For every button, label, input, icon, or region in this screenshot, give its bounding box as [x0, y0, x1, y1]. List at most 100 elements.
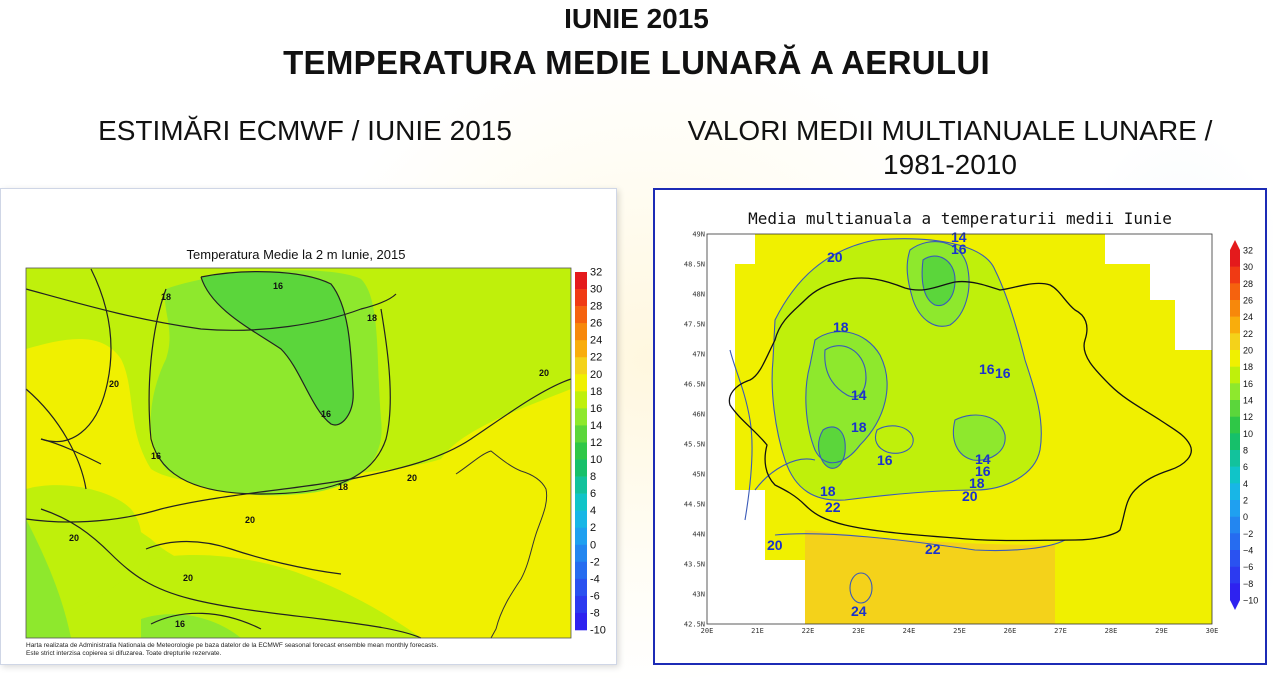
colorbar-tick-label: 0 [1243, 512, 1248, 522]
y-tick-label: 43.5N [684, 561, 705, 569]
ecmwf-map-title: Temperatura Medie la 2 m Iunie, 2015 [187, 247, 406, 262]
y-tick-label: 46.5N [684, 381, 705, 389]
isotherm-16-north [906, 241, 970, 327]
colorbar-tick-label: 32 [590, 267, 602, 279]
colorbar-tick-label: -8 [590, 607, 600, 619]
contour-label: 16 [175, 619, 185, 629]
x-tick-label: 20E [701, 627, 714, 635]
colorbar-swatch [1230, 583, 1240, 601]
contour-label: 20 [827, 249, 843, 265]
colorbar-tick-label: -10 [590, 625, 606, 637]
contour-label: 20 [539, 368, 549, 378]
isotherm-18-north [25, 288, 397, 331]
isotherm-16-west [824, 345, 867, 398]
contour-label: 18 [820, 483, 836, 499]
field-below-14-sw [818, 426, 846, 469]
colorbar-swatch [575, 595, 587, 614]
x-tick-label: 30E [1206, 627, 1219, 635]
multiannual-map-frame [706, 233, 1213, 625]
colorbar-tick-label: −8 [1243, 579, 1253, 589]
contour-label: 20 [245, 515, 255, 525]
isotherm-22 [774, 533, 1066, 552]
y-tick-label: 44.5N [684, 501, 705, 509]
colorbar-swatch [1230, 566, 1240, 584]
ecmwf-forecast-map: Temperatura Medie la 2 m Iunie, 2015 [25, 247, 606, 657]
ecmwf-map-frame [25, 267, 572, 639]
colorbar-swatch [1230, 333, 1240, 351]
field-16-18-sw [26, 519, 71, 638]
isotherm-18-central [148, 288, 391, 495]
contour-label: 18 [338, 482, 348, 492]
contour-label: 24 [851, 603, 867, 619]
y-tick-label: 45.5N [684, 441, 705, 449]
colorbar-swatch [575, 357, 587, 375]
y-tick-label: 42.5N [684, 621, 705, 629]
colorbar-tick-label: 30 [590, 284, 602, 296]
y-tick-label: 45N [692, 471, 705, 479]
colorbar-swatch [1230, 400, 1240, 417]
x-tick-label: 28E [1105, 627, 1118, 635]
colorbar-tick-label: 16 [590, 403, 602, 415]
y-tick-label: 47N [692, 351, 705, 359]
field-18-20-south [147, 554, 421, 638]
y-tick-label: 48N [692, 291, 705, 299]
field-below-16-north [201, 271, 354, 425]
colorbar-swatch [1230, 500, 1240, 517]
colorbar-swatch [575, 323, 587, 341]
colorbar-swatch [575, 493, 587, 511]
isotherm-20-sw [25, 388, 87, 490]
isotherm-14-sw [817, 426, 846, 469]
colorbar-tick-label: 30 [1243, 262, 1253, 272]
colorbar-swatch [575, 442, 587, 460]
x-tick-label: 22E [802, 627, 815, 635]
colorbar-tick-label: 26 [590, 318, 602, 330]
isotherm-20-far-south [40, 508, 422, 639]
contour-label: 18 [367, 313, 377, 323]
contour-label: 18 [851, 419, 867, 435]
colorbar-tick-label: 20 [1243, 346, 1253, 356]
colorbar-swatch [1230, 300, 1240, 317]
contour-label: 16 [321, 409, 331, 419]
colorbar-tick-label: 28 [590, 301, 602, 313]
colorbar-tick-label: 18 [590, 386, 602, 398]
contour-label: 20 [69, 533, 79, 543]
colorbar-tick-label: 14 [590, 420, 602, 432]
colorbar-tick-label: 4 [590, 505, 596, 517]
contour-label: 20 [183, 573, 193, 583]
contour-label: 20 [109, 379, 119, 389]
colorbar-swatch [575, 561, 587, 580]
colorbar-tick-label: 22 [590, 352, 602, 364]
isotherm-20-south [25, 378, 572, 523]
colorbar-swatch [575, 306, 587, 324]
x-tick-label: 23E [852, 627, 865, 635]
colorbar-swatch [575, 476, 587, 494]
field-above-20-east [451, 414, 571, 494]
contour-label: 14 [851, 387, 867, 403]
slide-title-month: IUNIE 2015 [564, 3, 709, 34]
y-tick-label: 48.5N [684, 261, 705, 269]
colorbar-tick-label: 18 [1243, 362, 1253, 372]
colorbar-tick-label: 8 [590, 471, 596, 483]
colorbar-tick-label: −2 [1243, 529, 1253, 539]
colorbar-swatch [575, 578, 587, 597]
colorbar-swatch [1230, 266, 1240, 284]
isotherm-west-seg [40, 438, 102, 465]
colorbar-tick-label: 6 [590, 488, 596, 500]
colorbar-tick-label: 2 [590, 522, 596, 534]
contour-label: 14 [951, 229, 967, 245]
multiannual-contour-labels: 20 14 16 18 16 16 14 18 16 14 16 18 20 1… [767, 229, 1011, 619]
colorbar-swatch [575, 408, 587, 426]
y-tick-label: 46N [692, 411, 705, 419]
colorbar-tick-label: 24 [1243, 312, 1253, 322]
colorbar-tick-label: 32 [1243, 246, 1253, 256]
isotherm-20-sw [754, 458, 816, 491]
contour-label: 16 [151, 451, 161, 461]
y-tick-label: 47.5N [684, 321, 705, 329]
multiannual-map-title: Media multianuala a temperaturii medii I… [748, 209, 1172, 228]
colorbar-swatch [1230, 550, 1240, 567]
colorbar-swatch [575, 272, 587, 290]
colorbar-swatch [1230, 316, 1240, 334]
colorbar-swatch [575, 391, 587, 409]
left-subtitle: ESTIMĂRI ECMWF / IUNIE 2015 [98, 115, 512, 146]
